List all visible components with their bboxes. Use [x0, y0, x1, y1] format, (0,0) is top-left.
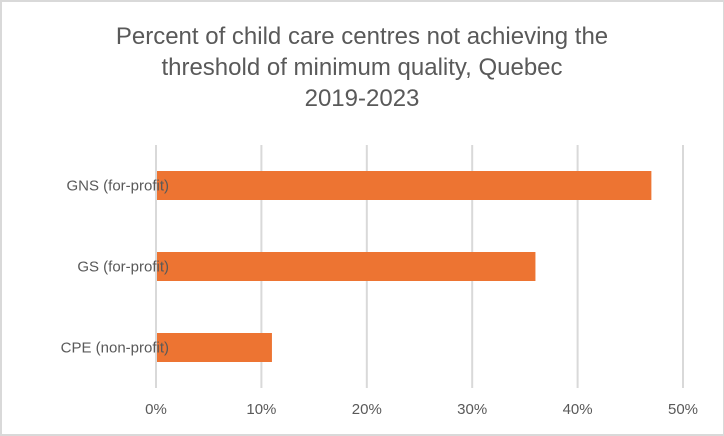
tick-label: 10% [246, 401, 277, 418]
category-label: CPE (non-profit) [60, 339, 169, 356]
tick-label: 30% [457, 401, 488, 418]
category-label: GS (for-profit) [77, 258, 169, 275]
tick-label: 40% [562, 401, 593, 418]
category-label: GNS (for-profit) [66, 177, 169, 194]
bar [157, 333, 272, 362]
tick-label: 0% [145, 401, 167, 418]
tick-label: 20% [351, 401, 382, 418]
chart-title-line-3: 2019-2023 [304, 85, 420, 112]
chart-title: Percent of child care centres not achiev… [0, 21, 724, 114]
tick-label: 50% [667, 401, 699, 418]
bar [157, 252, 536, 281]
bar [157, 171, 652, 200]
chart-title-line-2: threshold of minimum quality, Quebec [161, 54, 563, 81]
chart-title-line-1: Percent of child care centres not achiev… [115, 23, 609, 50]
